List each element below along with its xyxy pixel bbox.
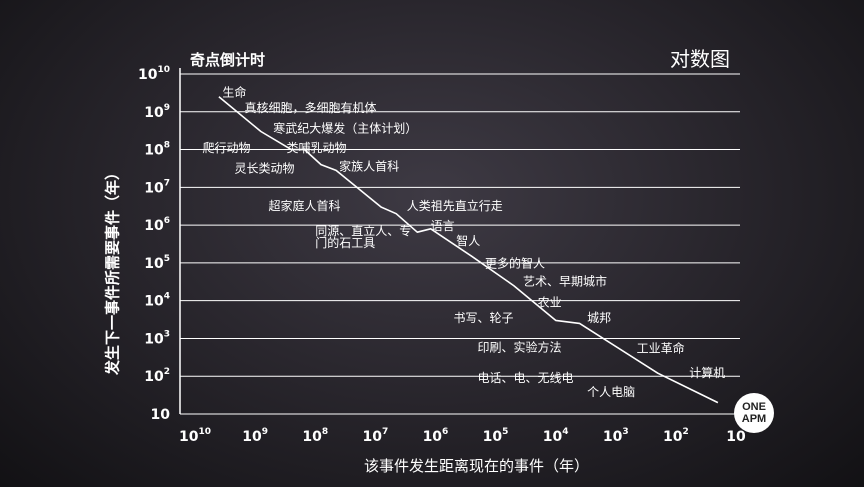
y-tick-label: 103 xyxy=(144,329,170,347)
event-annotation: 工业革命 xyxy=(637,341,685,356)
event-annotation: 电话、电、无线电 xyxy=(477,371,573,385)
x-tick-label: 102 xyxy=(663,427,689,445)
x-tick-label: 106 xyxy=(423,427,449,445)
y-tick-label: 105 xyxy=(144,254,170,272)
event-annotation: 城邦 xyxy=(587,311,611,325)
y-tick-label: 107 xyxy=(144,178,170,196)
event-annotation: 生命 xyxy=(222,85,246,100)
event-annotation: 超家庭人首科 xyxy=(268,198,340,213)
event-annotation: 印刷、实验方法 xyxy=(477,340,561,355)
chart-title-right: 对数图 xyxy=(670,47,730,71)
event-annotation: 家族人首科 xyxy=(339,158,399,173)
y-tick-label: 1010 xyxy=(138,65,170,83)
event-annotation: 人类祖先直立行走 xyxy=(407,198,503,213)
event-annotation: 爬行动物 xyxy=(203,141,251,155)
x-tick-label: 108 xyxy=(302,427,328,445)
event-annotation: 艺术、早期城市 xyxy=(523,274,607,289)
y-tick-label: 104 xyxy=(144,292,170,310)
x-tick-label: 105 xyxy=(483,427,509,445)
x-tick-label: 1010 xyxy=(179,427,211,445)
y-tick-label: 102 xyxy=(144,367,170,385)
chart-title-left: 奇点倒计时 xyxy=(190,51,266,69)
series-line xyxy=(218,96,719,404)
event-annotation: 门的石工具 xyxy=(315,235,375,250)
event-annotation: 计算机 xyxy=(689,365,725,380)
y-tick-label: 109 xyxy=(144,103,170,121)
event-annotation: 寒武纪大爆发（主体计划） xyxy=(273,121,417,136)
x-tick-label: 109 xyxy=(242,427,268,445)
event-annotation: 灵长类动物 xyxy=(235,161,295,175)
x-tick-label: 104 xyxy=(543,427,569,445)
event-annotation: 书写、轮子 xyxy=(454,311,514,325)
event-annotation: 农业 xyxy=(538,296,562,310)
x-tick-label: 10 xyxy=(726,429,746,445)
x-tick-label: 103 xyxy=(603,427,629,445)
event-annotation: 真核细胞，多细胞有机体 xyxy=(245,101,377,115)
y-tick-label: 108 xyxy=(144,141,170,159)
y-tick-label: 10 xyxy=(151,407,171,423)
event-annotation: 语言 xyxy=(431,219,455,233)
logo-line-1: ONE xyxy=(742,401,766,413)
x-tick-label: 107 xyxy=(362,427,388,445)
logo-line-2: APM xyxy=(741,413,767,425)
oneapm-logo: ONE APM xyxy=(734,393,774,433)
y-tick-label: 106 xyxy=(144,216,170,234)
event-annotation: 智人 xyxy=(456,233,480,248)
event-annotation: 更多的智人 xyxy=(485,256,545,271)
event-annotation: 个人电脑 xyxy=(587,385,635,399)
event-annotation: 类哺乳动物 xyxy=(287,141,347,155)
event-annotation: 同源、直立人、专 xyxy=(315,223,411,238)
x-axis-label: 该事件发生距离现在的事件（年） xyxy=(364,457,590,475)
